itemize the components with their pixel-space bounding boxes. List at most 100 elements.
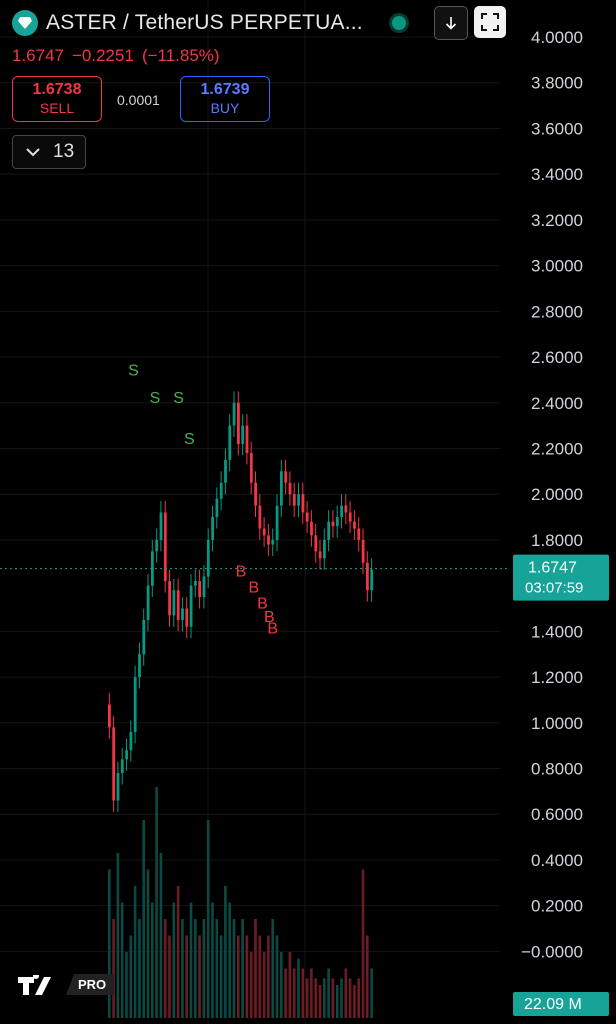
volume-bar (133, 886, 137, 1018)
axis-tick-label: 0.2000 (531, 897, 583, 916)
countdown-label: 03:07:59 (525, 580, 583, 597)
volume-bar (112, 919, 115, 1018)
volume-bar (275, 935, 279, 1018)
volume-bar (361, 869, 365, 1018)
candle-body (112, 727, 116, 801)
volume-bar (116, 853, 120, 1018)
sell-button[interactable]: 1.6738 SELL (12, 76, 102, 122)
axis-tick-label: 1.2000 (531, 668, 583, 687)
axis-tick-label: 1.0000 (531, 714, 583, 733)
volume-bar (211, 902, 214, 1018)
candle-body (254, 482, 257, 506)
fullscreen-button[interactable] (474, 6, 506, 38)
axis-tick-label: 2.6000 (531, 348, 583, 367)
volume-bar (232, 919, 236, 1018)
volume-bar (284, 968, 287, 1018)
buy-button[interactable]: 1.6739 BUY (180, 76, 270, 122)
volume-bar (301, 968, 305, 1018)
candle-body (258, 505, 262, 529)
symbol-header[interactable]: ASTER / TetherUS PERPETUA... (12, 10, 363, 36)
candle-body (202, 576, 206, 598)
volume-bar (327, 968, 330, 1018)
candle-body (357, 528, 361, 540)
candle-body (331, 521, 335, 527)
volume-bar (198, 935, 201, 1018)
axis-tick-label: 3.0000 (531, 257, 583, 276)
signal-marker: B (236, 563, 247, 580)
volume-bar (318, 985, 322, 1018)
signal-marker: S (184, 431, 195, 448)
candle-body (211, 517, 214, 540)
volume-bar (310, 968, 313, 1018)
candle-body (348, 512, 352, 522)
signal-marker: B (267, 621, 278, 638)
volume-bar (129, 935, 133, 1018)
candle-body (292, 494, 296, 506)
volume-bar (142, 820, 145, 1018)
volume-bar (176, 886, 180, 1018)
candle-body (245, 425, 249, 454)
volume-bar (366, 935, 369, 1018)
candle-body (172, 590, 176, 616)
volume-bar (219, 935, 223, 1018)
volume-bar (370, 968, 373, 1018)
volume-bar (194, 919, 197, 1018)
candle-body (198, 581, 202, 598)
sell-price: 1.6738 (32, 81, 82, 98)
volume-bar (206, 820, 210, 1018)
candle-body (361, 539, 365, 563)
candle-body (108, 704, 111, 728)
axis-tick-label: 4.0000 (531, 28, 583, 47)
volume-bar (292, 968, 296, 1018)
download-button[interactable] (434, 6, 468, 40)
signal-marker: S (150, 390, 161, 407)
sell-label: SELL (39, 100, 75, 116)
candle-body (228, 425, 232, 460)
volume-bar (241, 919, 244, 1018)
tradingview-logo: PRO (18, 974, 115, 995)
volume-bar (323, 978, 326, 1018)
volume-bar (331, 978, 335, 1018)
buy-label: BUY (210, 100, 240, 116)
diamond-icon (12, 10, 38, 36)
volume-bar (357, 978, 360, 1018)
candle-body (181, 608, 184, 620)
chevron-down-icon (26, 148, 40, 157)
volume-bar (151, 902, 154, 1018)
price-change: −0.2251 (72, 46, 134, 65)
volume-bar (297, 958, 300, 1018)
indicators-toggle[interactable]: 13 (12, 135, 86, 169)
axis-tick-label: 2.0000 (531, 485, 583, 504)
candle-body (284, 471, 288, 483)
candle-body (176, 590, 180, 620)
candle-body (159, 512, 163, 540)
candle-body (241, 425, 245, 444)
volume-bar (159, 853, 163, 1018)
volume-bar (215, 919, 219, 1018)
candle-body (138, 654, 141, 678)
candle-body (163, 512, 167, 582)
candle-body (206, 539, 210, 577)
candle-body (237, 402, 240, 444)
volume-bar (258, 935, 262, 1018)
candle-body (129, 731, 133, 751)
tradingview-icon (18, 974, 51, 995)
axis-tick-label: −0.0000 (521, 942, 583, 961)
candle-body (215, 498, 219, 518)
volume-axis-label: 22.09 M (524, 996, 582, 1013)
axis-tick-label: 2.8000 (531, 302, 583, 321)
candle-body (185, 608, 189, 627)
candle-body (327, 521, 331, 540)
last-price: 1.6747 (12, 46, 64, 65)
axis-tick-label: 3.6000 (531, 119, 583, 138)
candle-body (249, 453, 253, 483)
axis-tick-label: 1.4000 (531, 622, 583, 641)
volume-bar (228, 902, 231, 1018)
price-change-percent: (−11.85%) (141, 46, 220, 65)
candle-body (155, 539, 159, 552)
candle-body (142, 619, 146, 655)
candle-body (189, 585, 193, 627)
candle-body (310, 521, 313, 536)
